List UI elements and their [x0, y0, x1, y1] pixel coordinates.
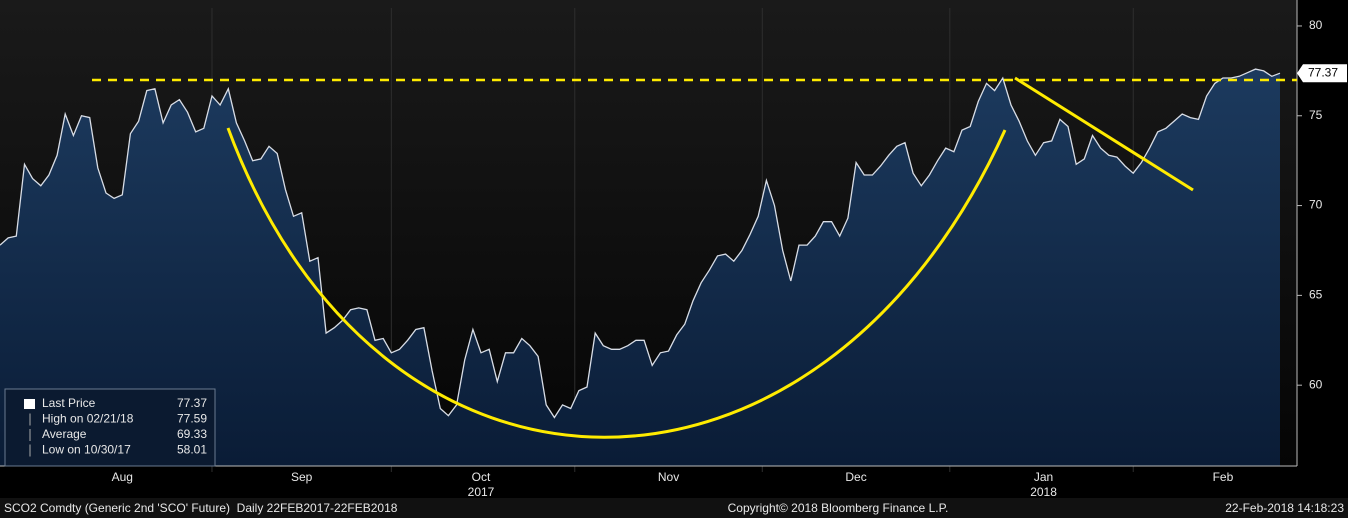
x-tick-label: Jan: [1034, 470, 1053, 484]
footer-center: Copyright© 2018 Bloomberg Finance L.P.: [728, 501, 949, 515]
x-tick-label: Sep: [291, 470, 313, 484]
year-label: 2017: [468, 485, 495, 499]
y-tick-label: 70: [1309, 198, 1323, 212]
handle-line: [1014, 76, 1194, 192]
year-label: 2018: [1030, 485, 1057, 499]
legend-value: 77.59: [177, 412, 207, 426]
y-tick-label: 65: [1309, 288, 1323, 302]
legend-icon: [24, 399, 35, 409]
legend-value: 58.01: [177, 443, 207, 457]
last-price-label: 77.37: [1308, 65, 1338, 79]
price-line: [0, 68, 1281, 419]
x-tick-label: Oct: [472, 470, 491, 484]
footer-bar: [0, 498, 1348, 518]
legend-value: 77.37: [177, 396, 207, 410]
x-tick-label: Aug: [112, 470, 133, 484]
footer-left: SCO2 Comdty (Generic 2nd 'SCO' Future) D…: [4, 501, 398, 515]
legend-label: Average: [42, 427, 87, 441]
y-tick-label: 60: [1309, 377, 1323, 391]
x-tick-label: Feb: [1213, 470, 1234, 484]
legend-label: High on 02/21/18: [42, 412, 134, 426]
y-tick-label: 75: [1309, 108, 1323, 122]
x-tick-label: Dec: [845, 470, 866, 484]
legend-value: 69.33: [177, 427, 207, 441]
cup-curve: [226, 127, 1007, 439]
legend-box: [4, 388, 216, 467]
x-tick-label: Nov: [658, 470, 679, 484]
legend: Last Price 77.37 High on 02/21/18 77.59 Aver…: [4, 388, 216, 467]
area: [0, 69, 1280, 466]
last-price-tag: [1297, 64, 1347, 83]
y-tick-label: 80: [1309, 18, 1323, 32]
legend-label: Low on 10/30/17: [42, 443, 131, 457]
legend-label: Last Price: [42, 396, 96, 410]
footer-right: 22-Feb-2018 14:18:23: [1225, 501, 1344, 515]
